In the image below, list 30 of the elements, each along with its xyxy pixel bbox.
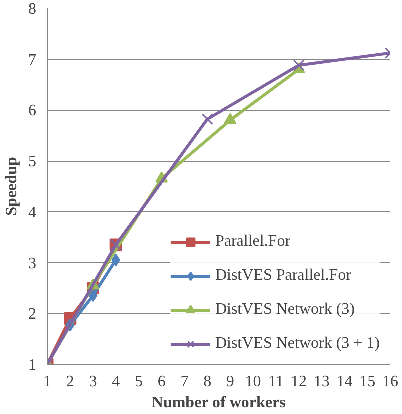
x-tick-label: 13 (314, 374, 330, 390)
y-tick-label: 3 (28, 255, 36, 272)
y-axis-title: Speedup (4, 157, 20, 216)
x-tick-label: 11 (268, 374, 284, 390)
legend-label: DistVES Parallel.For (215, 267, 352, 285)
x-tick-label: 9 (226, 374, 234, 390)
y-tick-label: 5 (28, 154, 36, 171)
y-tick-label: 7 (28, 52, 36, 69)
x-axis-title: Number of workers (152, 394, 286, 412)
y-tick-label: 8 (28, 1, 36, 18)
legend-label: DistVES Network (3 + 1) (215, 335, 380, 353)
x-tick-label: 5 (134, 374, 143, 390)
y-tick-label: 2 (28, 306, 36, 324)
x-tick-label: 4 (112, 374, 120, 390)
y-tick-label: 4 (28, 204, 36, 222)
x-tick-label: 7 (180, 374, 189, 390)
legend-label: Parallel.For (215, 233, 291, 251)
legend-label: DistVES Network (3) (215, 301, 355, 319)
x-tick-label: 2 (66, 374, 74, 390)
y-tick-label: 6 (28, 102, 36, 120)
y-tick-label: 1 (28, 357, 36, 374)
x-tick-label: 6 (158, 374, 166, 390)
x-tick-label: 8 (204, 374, 212, 390)
x-tick-label: 10 (245, 374, 262, 390)
x-tick-label: 12 (291, 374, 308, 390)
x-tick-label: 3 (89, 374, 98, 390)
x-tick-label: 15 (360, 374, 376, 390)
x-tick-label: 1 (44, 374, 52, 390)
x-tick-label: 16 (382, 374, 398, 390)
x-tick-label: 14 (336, 374, 353, 390)
